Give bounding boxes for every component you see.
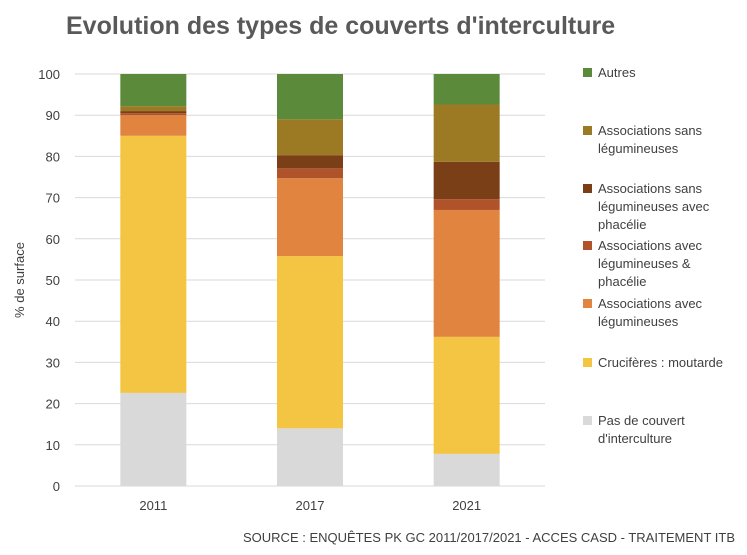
bar-segment (433, 74, 500, 105)
bar-segment (433, 161, 500, 200)
y-tick-label: 10 (46, 438, 60, 453)
bar-segment (120, 111, 187, 114)
source-note: SOURCE : ENQUÊTES PK GC 2011/2017/2021 -… (243, 530, 735, 545)
legend-label: Associations avec légumineuses & phacéli… (598, 238, 703, 289)
legend-swatch (583, 299, 592, 308)
y-tick-label: 70 (46, 191, 60, 206)
x-tick-label: 2021 (452, 498, 481, 513)
legend-label: Autres (598, 65, 636, 80)
bar-segment (433, 336, 500, 454)
chart-title: Evolution des types de couverts d'interc… (66, 12, 616, 40)
y-tick-label: 80 (46, 149, 60, 164)
legend-label: Associations sans légumineuses avec phac… (598, 181, 710, 232)
legend-item: Associations sans légumineuses (583, 122, 738, 158)
legend-item: Autres (583, 64, 738, 82)
legend-label: Crucifères : moutarde (598, 355, 723, 370)
legend-label: Pas de couvert d'interculture (598, 413, 685, 446)
legend-swatch (583, 241, 592, 250)
x-tick-label: 2017 (296, 498, 325, 513)
y-tick-label: 40 (46, 314, 60, 329)
bar-segment (120, 106, 187, 112)
bar-segment (433, 209, 500, 337)
legend-swatch (583, 416, 592, 425)
legend-item: Associations sans légumineuses avec phac… (583, 180, 738, 234)
bar-segment (277, 168, 343, 179)
y-axis-label: % de surface (12, 242, 27, 318)
legend-item: Pas de couvert d'interculture (583, 412, 738, 448)
bar-segment (433, 453, 500, 486)
bar-segment (277, 178, 343, 257)
legend-item: Crucifères : moutarde (583, 354, 738, 372)
bar-segment (120, 74, 187, 107)
y-tick-label: 0 (53, 479, 60, 494)
bar-segment (277, 74, 343, 120)
legend-label: Associations sans légumineuses (598, 123, 703, 156)
bar-segment (277, 256, 343, 429)
bar-segment (277, 155, 343, 169)
legend-label: Associations avec légumineuses (598, 296, 703, 329)
legend-swatch (583, 126, 592, 135)
y-tick-label: 50 (46, 273, 60, 288)
bar-segment (120, 392, 187, 486)
bar-segment (277, 428, 343, 486)
bar-segment (120, 113, 187, 116)
y-tick-label: 30 (46, 355, 60, 370)
y-tick-label: 100 (38, 67, 60, 82)
legend-swatch (583, 68, 592, 77)
legend-item: Associations avec légumineuses & phacéli… (583, 237, 738, 291)
legend-swatch (583, 358, 592, 367)
bar-segment (120, 115, 187, 136)
bar-segment (433, 104, 500, 162)
legend-swatch (583, 184, 592, 193)
bar-segment (433, 199, 500, 210)
y-tick-label: 20 (46, 397, 60, 412)
y-tick-label: 90 (46, 108, 60, 123)
bar-segment (120, 135, 187, 393)
legend-item: Associations avec légumineuses (583, 295, 738, 331)
y-tick-label: 60 (46, 232, 60, 247)
x-tick-label: 2011 (139, 498, 167, 513)
bar-segment (277, 119, 343, 156)
